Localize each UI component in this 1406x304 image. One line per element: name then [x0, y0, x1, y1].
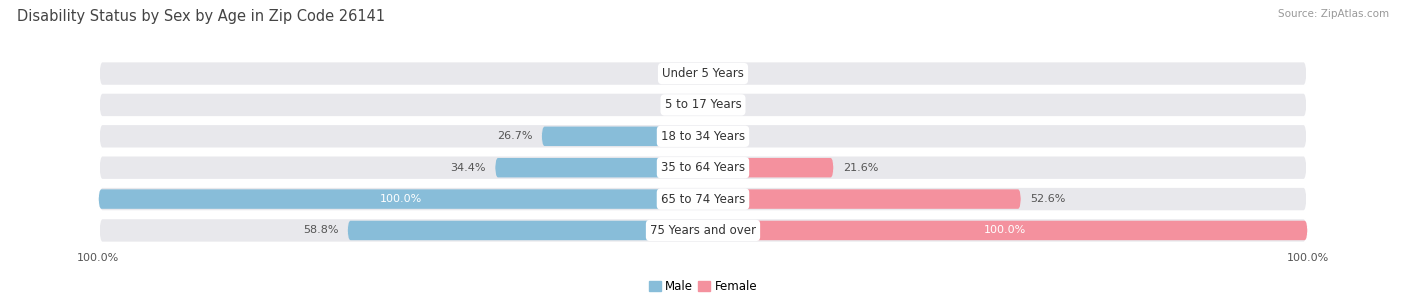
FancyBboxPatch shape: [98, 218, 1308, 243]
FancyBboxPatch shape: [703, 189, 1021, 209]
Text: 58.8%: 58.8%: [302, 226, 339, 236]
Text: 65 to 74 Years: 65 to 74 Years: [661, 192, 745, 206]
FancyBboxPatch shape: [541, 126, 703, 146]
FancyBboxPatch shape: [495, 158, 703, 178]
FancyBboxPatch shape: [98, 155, 1308, 180]
Text: 5 to 17 Years: 5 to 17 Years: [665, 98, 741, 112]
FancyBboxPatch shape: [98, 61, 1308, 86]
Text: 35 to 64 Years: 35 to 64 Years: [661, 161, 745, 174]
Text: Source: ZipAtlas.com: Source: ZipAtlas.com: [1278, 9, 1389, 19]
FancyBboxPatch shape: [347, 221, 703, 240]
Text: 75 Years and over: 75 Years and over: [650, 224, 756, 237]
Text: 100.0%: 100.0%: [380, 194, 422, 204]
Text: 0.0%: 0.0%: [665, 100, 695, 110]
Text: 18 to 34 Years: 18 to 34 Years: [661, 130, 745, 143]
FancyBboxPatch shape: [98, 189, 703, 209]
Text: 0.0%: 0.0%: [711, 100, 741, 110]
Text: 0.0%: 0.0%: [665, 68, 695, 78]
FancyBboxPatch shape: [703, 158, 834, 178]
Text: 0.0%: 0.0%: [711, 131, 741, 141]
Text: Under 5 Years: Under 5 Years: [662, 67, 744, 80]
Text: Disability Status by Sex by Age in Zip Code 26141: Disability Status by Sex by Age in Zip C…: [17, 9, 385, 24]
FancyBboxPatch shape: [98, 124, 1308, 149]
Text: 26.7%: 26.7%: [496, 131, 533, 141]
FancyBboxPatch shape: [703, 221, 1308, 240]
Legend: Male, Female: Male, Female: [644, 275, 762, 298]
Text: 52.6%: 52.6%: [1031, 194, 1066, 204]
FancyBboxPatch shape: [98, 93, 1308, 117]
Text: 0.0%: 0.0%: [711, 68, 741, 78]
FancyBboxPatch shape: [98, 187, 1308, 211]
Text: 34.4%: 34.4%: [450, 163, 486, 173]
Text: 100.0%: 100.0%: [984, 226, 1026, 236]
Text: 21.6%: 21.6%: [842, 163, 877, 173]
